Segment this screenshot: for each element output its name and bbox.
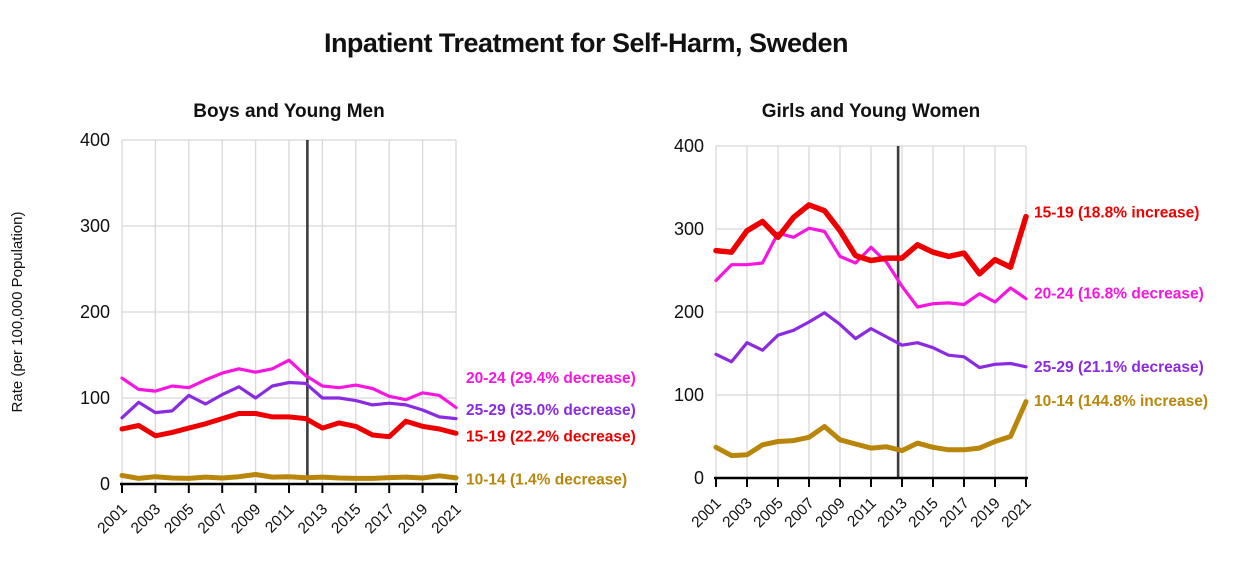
legend-label-10-14: 10-14 (1.4% decrease) bbox=[466, 472, 627, 489]
legend-label-10-14: 10-14 (144.8% increase) bbox=[1034, 393, 1208, 410]
panel-title-boys: Boys and Young Men bbox=[193, 101, 384, 122]
x-tick-label: 2013 bbox=[874, 495, 910, 531]
y-axis-title: Rate (per 100,000 Population) bbox=[9, 212, 26, 413]
x-tick-label: 2019 bbox=[395, 501, 431, 537]
main-title: Inpatient Treatment for Self-Harm, Swede… bbox=[324, 28, 848, 58]
series-line-15-19 bbox=[119, 411, 459, 440]
y-tick-label: 0 bbox=[694, 468, 704, 488]
legend-label-20-24: 20-24 (29.4% decrease) bbox=[466, 370, 636, 387]
y-tick-label: 300 bbox=[80, 216, 110, 236]
x-tick-label: 2017 bbox=[362, 501, 398, 537]
y-tick-label: 100 bbox=[674, 385, 704, 405]
x-tick-label: 2001 bbox=[688, 495, 724, 531]
y-tick-label: 400 bbox=[674, 136, 704, 156]
panel-title-girls: Girls and Young Women bbox=[762, 101, 981, 122]
y-tick-label: 100 bbox=[80, 388, 110, 408]
legend-label-25-29: 25-29 (21.1% decrease) bbox=[1034, 359, 1204, 376]
x-tick-label: 2017 bbox=[936, 495, 972, 531]
series-line-20-24 bbox=[120, 358, 458, 410]
x-tick-label: 2015 bbox=[905, 495, 941, 531]
series-line-15-19 bbox=[713, 202, 1029, 277]
series-line-25-29 bbox=[714, 311, 1028, 370]
x-tick-label: 2015 bbox=[328, 501, 364, 537]
x-tick-label: 2001 bbox=[94, 501, 130, 537]
x-tick-label: 2007 bbox=[195, 501, 231, 537]
legend-label-15-19: 15-19 (18.8% increase) bbox=[1034, 204, 1199, 221]
y-tick-label: 300 bbox=[674, 219, 704, 239]
y-tick-label: 200 bbox=[674, 302, 704, 322]
series-line-25-29 bbox=[120, 380, 458, 421]
legend-label-20-24: 20-24 (16.8% decrease) bbox=[1034, 286, 1204, 303]
x-tick-label: 2011 bbox=[844, 495, 880, 531]
panel-boys: 0100200300400200120032005200720092011201… bbox=[80, 130, 636, 537]
gridlines bbox=[715, 145, 1027, 478]
x-tick-label: 2009 bbox=[228, 501, 264, 537]
panel-girls: 0100200300400200120032005200720092011201… bbox=[674, 136, 1208, 531]
x-tick-label: 2009 bbox=[812, 495, 848, 531]
x-tick-label: 2021 bbox=[428, 501, 464, 537]
series-line-10-14 bbox=[713, 399, 1029, 459]
x-tick-label: 2003 bbox=[128, 501, 164, 537]
series-line-10-14 bbox=[119, 472, 459, 481]
legend-label-25-29: 25-29 (35.0% decrease) bbox=[466, 402, 636, 419]
x-tick-label: 2019 bbox=[967, 495, 1003, 531]
legend-label-15-19: 15-19 (22.2% decrease) bbox=[466, 429, 636, 446]
x-tick-label: 2021 bbox=[998, 495, 1034, 531]
x-tick-label: 2007 bbox=[781, 495, 817, 531]
y-tick-label: 0 bbox=[100, 474, 110, 494]
x-tick-label: 2011 bbox=[262, 501, 298, 537]
y-tick-label: 200 bbox=[80, 302, 110, 322]
x-tick-label: 2013 bbox=[295, 501, 331, 537]
x-tick-label: 2005 bbox=[750, 495, 786, 531]
series-line-20-24 bbox=[714, 226, 1028, 309]
y-tick-label: 400 bbox=[80, 130, 110, 150]
x-tick-label: 2005 bbox=[161, 501, 197, 537]
x-tick-label: 2003 bbox=[719, 495, 755, 531]
